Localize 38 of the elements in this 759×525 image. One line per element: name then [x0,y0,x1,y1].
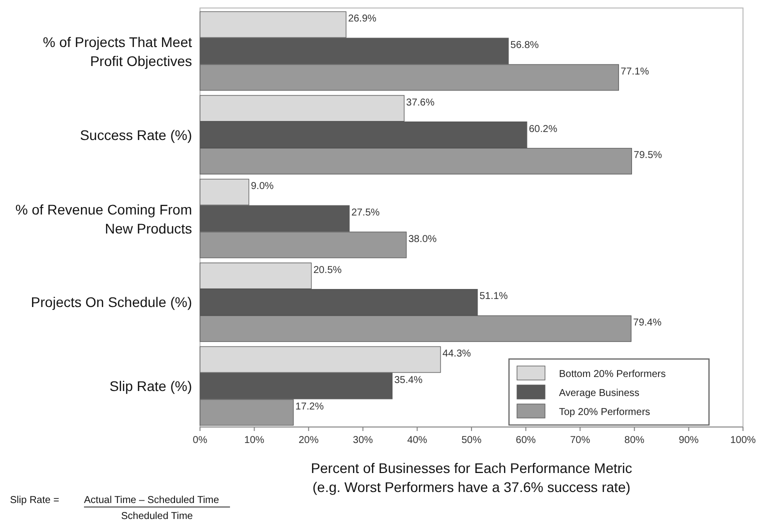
data-label: 20.5% [313,264,342,276]
x-tick-label: 100% [730,435,756,446]
data-label: 26.9% [348,14,377,25]
text: Scheduled Time [121,511,194,522]
legend-label: Bottom 20% Performers [559,369,666,380]
x-tick-label: 60% [516,435,536,446]
data-label: 77.1% [620,66,650,78]
x-tick-label: 0% [192,435,208,446]
x-tick-label: 50% [461,435,482,446]
x-tick-label: 20% [298,435,319,446]
x-tick-label: 30% [352,435,374,446]
y-tick-label: Projects On Schedule (%) [30,294,192,310]
x-tick-label: 80% [624,435,645,446]
legend-label: Average Business [559,388,640,399]
data-label: 9.0% [250,181,274,192]
y-tick-label: % of Projects That Meet Profit Objectives [42,34,192,70]
data-label: 79.4% [633,318,662,329]
data-label: 60.2% [528,124,558,135]
data-label: 79.5% [634,150,662,162]
legend-label: Top 20% Performers [559,407,650,418]
data-label: 56.8% [510,40,539,52]
data-label: 27.5% [351,208,380,218]
data-label: 35.4% [394,374,423,386]
x-tick-label: 90% [678,435,699,446]
x-tick-label: 40% [407,435,428,446]
x-tick-label: 70% [570,435,590,446]
data-label: 37.6% [406,97,435,108]
data-label: 17.2% [295,401,324,412]
data-label: 38.0% [408,234,437,245]
y-tick-label: Success Rate (%) [80,126,192,143]
y-tick-label: % of Revenue Coming From New Products [15,202,192,236]
text: Actual Time – Scheduled Time [84,495,220,506]
x-tick-label: 10% [244,435,264,446]
data-label: 44.3% [442,348,472,360]
y-tick-label: Slip Rate (%) [110,378,192,394]
x-axis-title: Percent of Businesses for Each Performance Metric (e.g. Worst Performers have a 37.6% success rate) [310,460,632,495]
text: Slip Rate = [10,495,60,506]
data-label: 51.1% [479,291,508,302]
